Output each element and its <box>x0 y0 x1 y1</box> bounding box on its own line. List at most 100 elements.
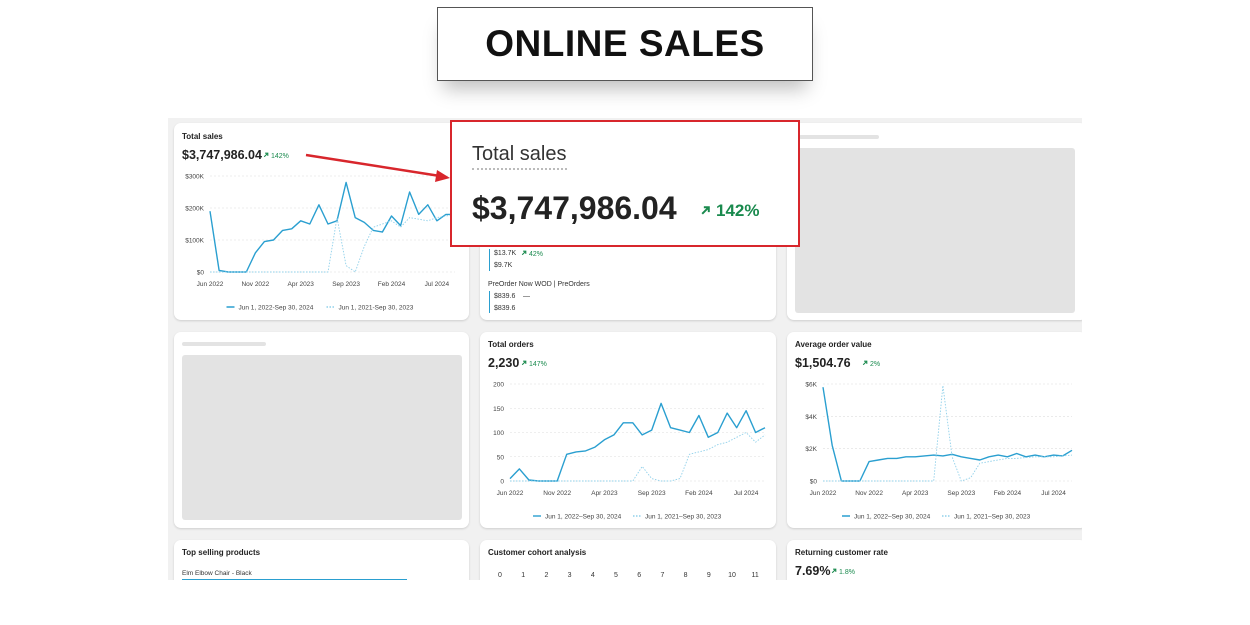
cohort-column: 11 <box>752 572 759 579</box>
series-line <box>209 181 455 273</box>
item-value: $839.6 <box>494 293 516 300</box>
up-arrow-icon <box>521 250 527 256</box>
metric-value: $3,747,986.04 <box>182 148 262 162</box>
card: Customer cohort analysis 0 1 2 3 4 5 6 7 8 9 10 11 <box>480 540 776 580</box>
y-tick-label: $0 <box>197 270 205 277</box>
card-title: Customer cohort analysis <box>488 548 587 557</box>
legend-label: Jun 1, 2021–Sep 30, 2023 <box>645 514 722 521</box>
y-tick-label: 50 <box>497 454 505 461</box>
callout-title: Total sales <box>472 143 567 170</box>
card-title: Total orders <box>488 340 534 349</box>
skeleton <box>182 342 266 346</box>
legend-label: Jun 1, 2022–Sep 30, 2024 <box>854 514 931 521</box>
y-tick-label: $200K <box>185 206 204 213</box>
y-tick-label: 0 <box>500 479 504 486</box>
y-tick-label: $4K <box>805 414 817 421</box>
up-arrow-icon <box>263 152 269 158</box>
x-tick-label: Nov 2022 <box>855 490 883 497</box>
legend-label: Jun 1, 2022-Sep 30, 2024 <box>239 305 314 312</box>
item-name: PreOrder Now WOD | PreOrders <box>488 281 590 288</box>
metric-change: 147% <box>521 360 547 368</box>
card: Top selling products Elm Elbow Chair - B… <box>174 540 469 580</box>
x-tick-label: Nov 2022 <box>543 490 571 497</box>
cohort-column: 10 <box>728 572 736 579</box>
bar-marker <box>489 291 490 313</box>
callout-change: 142% <box>700 201 759 221</box>
x-tick-label: Jul 2024 <box>425 281 450 288</box>
legend-label: Jun 1, 2022–Sep 30, 2024 <box>545 514 622 521</box>
x-tick-label: Apr 2023 <box>902 490 929 497</box>
y-tick-label: $2K <box>805 446 817 453</box>
cohort-column: 6 <box>637 572 641 579</box>
legend-label: Jun 1, 2021-Sep 30, 2023 <box>339 305 414 312</box>
card: Average order value $1,504.76 2% $0 $2K $4… <box>787 332 1082 528</box>
x-tick-label: Feb 2024 <box>994 490 1022 497</box>
product-name: Elm Elbow Chair - Black <box>182 570 252 577</box>
cohort-column: 2 <box>544 572 548 579</box>
y-tick-label: 150 <box>493 406 504 413</box>
metric-value: 2,230 <box>488 356 520 370</box>
series-line <box>510 432 766 482</box>
x-tick-label: Jun 2022 <box>497 490 524 497</box>
skeleton <box>795 148 1075 313</box>
y-tick-label: 200 <box>493 382 504 389</box>
skeleton <box>799 135 879 139</box>
cohort-column: 9 <box>707 572 711 579</box>
card-title: Average order value <box>795 340 872 349</box>
x-tick-label: Sep 2023 <box>638 490 666 497</box>
card-title: Total sales <box>182 132 223 141</box>
item-change: — <box>523 293 530 300</box>
metric-change: 2% <box>862 360 880 368</box>
x-tick-label: Jun 2022 <box>197 281 224 288</box>
card: Total orders 2,230 147% 0 50 100 150 200 Jun … <box>480 332 776 528</box>
series-line <box>822 387 1073 482</box>
card-title: Top selling products <box>182 548 261 557</box>
legend-label: Jun 1, 2021–Sep 30, 2023 <box>954 514 1031 521</box>
y-tick-label: $0 <box>810 479 818 486</box>
cohort-column: 4 <box>591 572 595 579</box>
chart: 0 50 100 150 200 Jun 2022 Nov 2022 Apr 2023 Sep … <box>493 382 766 521</box>
metric-value: 7.69% <box>795 564 831 578</box>
y-tick-label: $6K <box>805 382 817 389</box>
metric-change: 142% <box>263 152 289 160</box>
card <box>787 123 1082 320</box>
card <box>174 332 469 528</box>
y-tick-label: $300K <box>185 174 204 181</box>
zoom-callout: Total sales $3,747,986.04 142% <box>450 120 800 247</box>
x-tick-label: Jun 2022 <box>810 490 837 497</box>
callout-value: $3,747,986.04 <box>472 190 677 226</box>
up-arrow-icon <box>701 206 710 215</box>
cohort-column: 0 <box>498 572 502 579</box>
value: $13.7K <box>494 250 517 257</box>
x-tick-label: Sep 2023 <box>947 490 975 497</box>
chart: $0 $2K $4K $6K Jun 2022 Nov 2022 Apr 2023 Sep 2… <box>805 382 1073 521</box>
y-tick-label: $100K <box>185 238 204 245</box>
skeleton <box>182 355 462 520</box>
up-arrow-icon <box>831 568 837 574</box>
cohort-column: 1 <box>521 572 525 579</box>
previous-value: $9.7K <box>494 262 513 269</box>
title-box: ONLINE SALES <box>437 7 813 81</box>
card: Total sales $3,747,986.04 142% $0 $100K $2… <box>174 123 469 320</box>
chart: $0 $100K $200K $300K Jun 2022 Nov 2022 Apr 202… <box>185 174 456 312</box>
cohort-column: 3 <box>568 572 572 579</box>
y-tick-label: 100 <box>493 430 504 437</box>
x-tick-label: Apr 2023 <box>591 490 618 497</box>
cohort-column: 5 <box>614 572 618 579</box>
item-previous: $839.6 <box>494 305 516 312</box>
x-tick-label: Feb 2024 <box>378 281 406 288</box>
page-title: ONLINE SALES <box>485 23 765 64</box>
pointer-arrow <box>305 153 441 178</box>
card-title: Returning customer rate <box>795 548 888 557</box>
metric-value: $1,504.76 <box>795 356 851 370</box>
x-tick-label: Jul 2024 <box>1041 490 1066 497</box>
x-tick-label: Jul 2024 <box>734 490 759 497</box>
change: 42% <box>521 250 543 258</box>
x-tick-label: Feb 2024 <box>685 490 713 497</box>
cohort-column: 8 <box>684 572 688 579</box>
x-tick-label: Apr 2023 <box>288 281 315 288</box>
x-tick-label: Nov 2022 <box>241 281 269 288</box>
cohort-column: 7 <box>660 572 664 579</box>
